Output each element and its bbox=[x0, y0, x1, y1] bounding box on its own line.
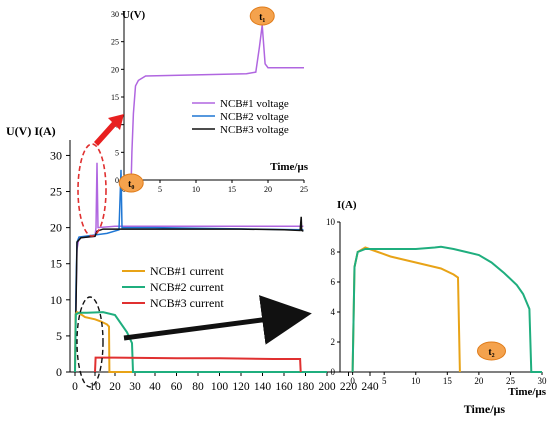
x-tick-label: 140 bbox=[254, 381, 272, 393]
annotations bbox=[76, 114, 312, 388]
legend-label: NCB#2 current bbox=[150, 280, 224, 294]
x-tick-label: 15 bbox=[228, 185, 236, 194]
y-tick-label: 0 bbox=[331, 367, 336, 377]
legend-label: NCB#3 voltage bbox=[220, 124, 289, 136]
x-tick-label: 20 bbox=[109, 381, 121, 393]
y-tick-label: 15 bbox=[111, 93, 119, 102]
y-tick-label: 10 bbox=[50, 293, 62, 307]
time-marker-badge bbox=[477, 341, 506, 361]
x-tick-label: 180 bbox=[297, 381, 315, 393]
y-tick-label: 30 bbox=[50, 148, 62, 162]
x-tick-label: 25 bbox=[506, 376, 516, 386]
x-tick-label: 200 bbox=[318, 381, 336, 393]
current-highlight bbox=[76, 296, 104, 388]
x-tick-label: 30 bbox=[129, 381, 141, 393]
y-tick-label: 25 bbox=[50, 185, 62, 199]
x-tick-label: 25 bbox=[300, 185, 308, 194]
y-tick-label: 20 bbox=[111, 65, 119, 74]
x-tick-label: 240 bbox=[361, 381, 379, 393]
red-arrow bbox=[94, 114, 124, 146]
x-tick-label: 160 bbox=[275, 381, 293, 393]
legend-label: NCB#2 voltage bbox=[220, 111, 289, 123]
x-tick-label: 20 bbox=[264, 185, 272, 194]
series-line bbox=[351, 246, 461, 373]
x-tick-label: 10 bbox=[89, 381, 101, 393]
black-arrow bbox=[123, 295, 312, 345]
y-tick-label: 6 bbox=[331, 277, 336, 287]
x-tick-label: 0 bbox=[350, 376, 355, 386]
y-tick-label: 20 bbox=[50, 221, 62, 235]
x-tick-label: 100 bbox=[211, 381, 229, 393]
x-tick-label: 40 bbox=[149, 381, 161, 393]
inset-current-chart: 0 2 4 6 8 10 0 5 10 15 20 25 30 I(A) Time/μs t₂ bbox=[326, 199, 547, 398]
time-marker-label: t₂ bbox=[488, 347, 494, 358]
time-marker-badge bbox=[118, 173, 144, 193]
x-tick-label: 60 bbox=[171, 381, 183, 393]
series-line bbox=[124, 25, 304, 181]
x-tick-label: 30 bbox=[538, 376, 548, 386]
y-tick-label: 0 bbox=[56, 365, 62, 379]
x-tick-label: 120 bbox=[232, 381, 250, 393]
y-tick-label: 10 bbox=[326, 217, 336, 227]
series-line bbox=[94, 356, 302, 373]
y-axis-label: U(V) I(A) bbox=[6, 124, 56, 138]
x-axis-label: Time/μs bbox=[464, 402, 506, 416]
x-tick-label: 0 bbox=[72, 381, 78, 393]
x-tick-label: 20 bbox=[474, 376, 484, 386]
y-axis-label: U(V) bbox=[122, 9, 146, 21]
y-tick-label: 15 bbox=[50, 257, 62, 271]
time-marker-label: t₁ bbox=[259, 12, 265, 23]
y-tick-label: 4 bbox=[331, 307, 336, 317]
x-tick-label: 220 bbox=[340, 381, 358, 393]
x-axis-label: Time/μs bbox=[270, 161, 309, 173]
time-marker-badge bbox=[249, 6, 275, 26]
series-line bbox=[74, 310, 327, 373]
series-line bbox=[351, 245, 542, 373]
time-marker-label: t₀ bbox=[128, 179, 134, 190]
y-tick-label: 0 bbox=[115, 176, 119, 185]
x-tick-label: 10 bbox=[411, 376, 421, 386]
x-tick-label: 5 bbox=[158, 185, 162, 194]
y-tick-label: 2 bbox=[331, 337, 336, 347]
series-line bbox=[74, 311, 327, 373]
y-tick-label: 5 bbox=[115, 148, 119, 157]
legend-label: NCB#1 current bbox=[150, 264, 224, 278]
legend-label: NCB#3 current bbox=[150, 296, 224, 310]
x-tick-label: 10 bbox=[192, 185, 200, 194]
x-axis-label: Time/μs bbox=[508, 386, 547, 398]
x-tick-label: 5 bbox=[382, 376, 387, 386]
x-tick-label: 80 bbox=[192, 381, 204, 393]
x-tick-label: 15 bbox=[443, 376, 453, 386]
y-tick-label: 30 bbox=[111, 10, 119, 19]
y-tick-label: 25 bbox=[111, 38, 119, 47]
legend-label: NCB#1 voltage bbox=[220, 98, 289, 110]
y-tick-label: 8 bbox=[331, 247, 336, 257]
y-tick-label: 5 bbox=[56, 329, 62, 343]
voltage-spike-highlight bbox=[77, 143, 107, 237]
series-line bbox=[74, 216, 304, 373]
y-axis-label: I(A) bbox=[337, 199, 357, 211]
